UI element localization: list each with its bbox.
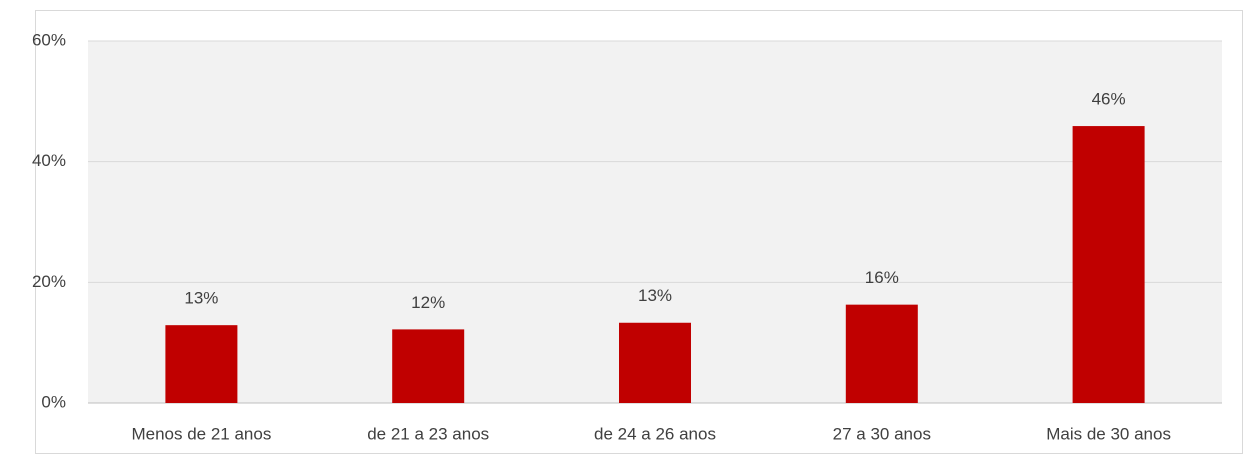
data-label: 13% [184, 289, 218, 308]
y-tick-label: 20% [32, 272, 66, 291]
y-tick-label: 40% [32, 151, 66, 170]
y-tick-label: 0% [41, 392, 66, 411]
x-tick-label: Menos de 21 anos [131, 424, 271, 443]
x-tick-label: de 21 a 23 anos [367, 424, 489, 443]
bar [1072, 126, 1145, 403]
x-tick-label: 27 a 30 anos [833, 424, 931, 443]
data-label: 13% [638, 286, 672, 305]
bar [165, 325, 238, 403]
data-label: 16% [865, 268, 899, 287]
y-tick-label: 60% [32, 30, 66, 49]
x-tick-label: de 24 a 26 anos [594, 424, 716, 443]
bar [619, 322, 691, 403]
x-tick-label: Mais de 30 anos [1046, 424, 1171, 443]
bar [845, 304, 918, 403]
bar [392, 329, 465, 403]
data-label: 12% [411, 293, 445, 312]
data-label: 46% [1092, 90, 1126, 109]
